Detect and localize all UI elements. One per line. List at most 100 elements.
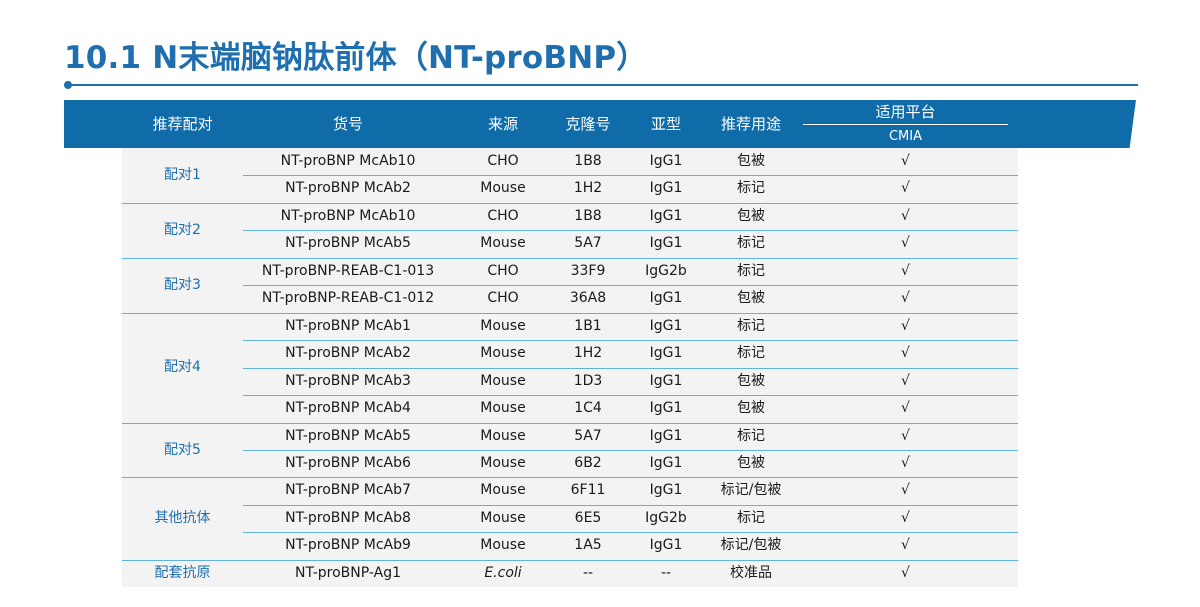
table-body xyxy=(122,148,1018,587)
row-divider xyxy=(243,504,1018,506)
header-cmia: CMIA xyxy=(888,129,923,144)
cell-clone: 6F11 xyxy=(570,482,606,499)
cell-clone: 36A8 xyxy=(569,290,607,307)
group-divider xyxy=(122,477,1018,479)
cell-usage: 标记/包被 xyxy=(720,482,782,499)
cell-source: CHO xyxy=(487,262,519,279)
cell-subtype: IgG2b xyxy=(645,509,687,526)
row-divider xyxy=(243,340,1018,342)
row-divider xyxy=(243,367,1018,369)
cell-cmia: √ xyxy=(901,262,910,279)
group-label: 配对3 xyxy=(164,276,201,293)
cell-source: Mouse xyxy=(480,400,526,417)
cell-catalog: NT-proBNP McAb1 xyxy=(285,317,411,334)
cell-cmia: √ xyxy=(901,345,910,362)
cell-clone: 1H2 xyxy=(573,180,603,197)
cell-cmia: √ xyxy=(901,372,910,389)
cell-usage: 标记/包被 xyxy=(720,537,782,554)
cell-subtype: IgG1 xyxy=(649,180,683,197)
cell-source: Mouse xyxy=(480,372,526,389)
row-divider xyxy=(243,532,1018,534)
cell-cmia: √ xyxy=(901,207,910,224)
cell-catalog: NT-proBNP McAb3 xyxy=(285,372,411,389)
header-clone: 克隆号 xyxy=(565,115,611,133)
cell-source: Mouse xyxy=(480,482,526,499)
header-usage: 推荐用途 xyxy=(720,115,781,133)
cell-usage: 标记 xyxy=(737,345,765,362)
title-rule xyxy=(64,84,1138,86)
cell-catalog: NT-proBNP McAb8 xyxy=(285,509,411,526)
cell-subtype: IgG1 xyxy=(649,345,683,362)
cell-cmia: √ xyxy=(901,509,910,526)
group-divider xyxy=(122,312,1018,314)
group-label: 配对1 xyxy=(164,167,201,183)
cell-subtype: -- xyxy=(660,564,672,581)
group-divider xyxy=(122,202,1018,204)
cell-catalog: NT-proBNP McAb10 xyxy=(280,153,416,169)
cell-usage: 包被 xyxy=(737,454,765,471)
cell-clone: -- xyxy=(582,564,594,581)
cell-usage: 包被 xyxy=(737,400,765,417)
cell-source: CHO xyxy=(487,153,519,169)
row-divider xyxy=(243,449,1018,451)
cell-cmia: √ xyxy=(901,454,910,471)
cell-usage: 包被 xyxy=(737,372,765,389)
header-source: 来源 xyxy=(487,115,518,133)
cell-source: Mouse xyxy=(480,427,526,444)
row-divider xyxy=(243,175,1018,177)
cell-usage: 包被 xyxy=(737,207,765,224)
cell-source: Mouse xyxy=(480,454,526,471)
row-divider xyxy=(243,395,1018,397)
cell-subtype: IgG1 xyxy=(649,290,683,307)
cell-clone: 1B8 xyxy=(574,153,602,169)
cell-clone: 33F9 xyxy=(570,262,606,279)
cell-usage: 标记 xyxy=(737,317,765,334)
row-divider xyxy=(243,230,1018,232)
cell-usage: 校准品 xyxy=(730,564,772,581)
cell-cmia: √ xyxy=(901,537,910,554)
cell-usage: 包被 xyxy=(737,290,765,307)
cell-usage: 标记 xyxy=(737,262,765,279)
cell-catalog: NT-proBNP McAb4 xyxy=(285,400,411,417)
cell-source: E.coli xyxy=(484,564,522,581)
header-pair: 推荐配对 xyxy=(152,115,213,133)
cell-catalog: NT-proBNP McAb6 xyxy=(285,454,411,471)
cell-cmia: √ xyxy=(901,482,910,499)
group-label: 其他抗体 xyxy=(154,510,211,527)
cell-usage: 标记 xyxy=(737,427,765,444)
cell-subtype: IgG1 xyxy=(649,454,683,471)
cell-catalog: NT-proBNP-REAB-C1-013 xyxy=(261,262,435,279)
group-label: 配对4 xyxy=(164,358,201,375)
header-platform-label: 适用平台 xyxy=(803,100,1008,125)
cell-cmia: √ xyxy=(901,290,910,307)
cell-cmia: √ xyxy=(901,564,910,581)
cell-catalog: NT-proBNP McAb9 xyxy=(285,537,411,554)
group-label: 配对2 xyxy=(164,221,201,238)
cell-cmia: √ xyxy=(901,180,910,197)
cell-clone: 1B1 xyxy=(574,317,602,334)
cell-clone: 5A7 xyxy=(574,235,602,252)
cell-cmia: √ xyxy=(901,153,910,169)
cell-subtype: IgG1 xyxy=(649,400,683,417)
cell-subtype: IgG1 xyxy=(649,372,683,389)
cell-subtype: IgG1 xyxy=(649,537,683,554)
cell-source: Mouse xyxy=(480,509,526,526)
cell-source: Mouse xyxy=(480,537,526,554)
cell-cmia: √ xyxy=(901,427,910,444)
cell-catalog: NT-proBNP-Ag1 xyxy=(294,564,402,581)
cell-subtype: IgG1 xyxy=(649,427,683,444)
group-divider xyxy=(122,257,1018,259)
cell-clone: 1C4 xyxy=(574,400,602,417)
cell-catalog: NT-proBNP McAb2 xyxy=(285,180,411,197)
group-label: 配对5 xyxy=(164,441,201,458)
cell-clone: 1H2 xyxy=(573,345,603,362)
header-catalog: 货号 xyxy=(332,115,363,133)
cell-cmia: √ xyxy=(901,400,910,417)
group-divider xyxy=(122,559,1018,561)
cell-usage: 标记 xyxy=(737,180,765,197)
cell-catalog: NT-proBNP McAb5 xyxy=(285,427,411,444)
cell-source: Mouse xyxy=(480,180,526,197)
cell-catalog: NT-proBNP-REAB-C1-012 xyxy=(261,290,435,307)
cell-subtype: IgG1 xyxy=(649,153,683,169)
cell-clone: 1B8 xyxy=(574,207,602,224)
